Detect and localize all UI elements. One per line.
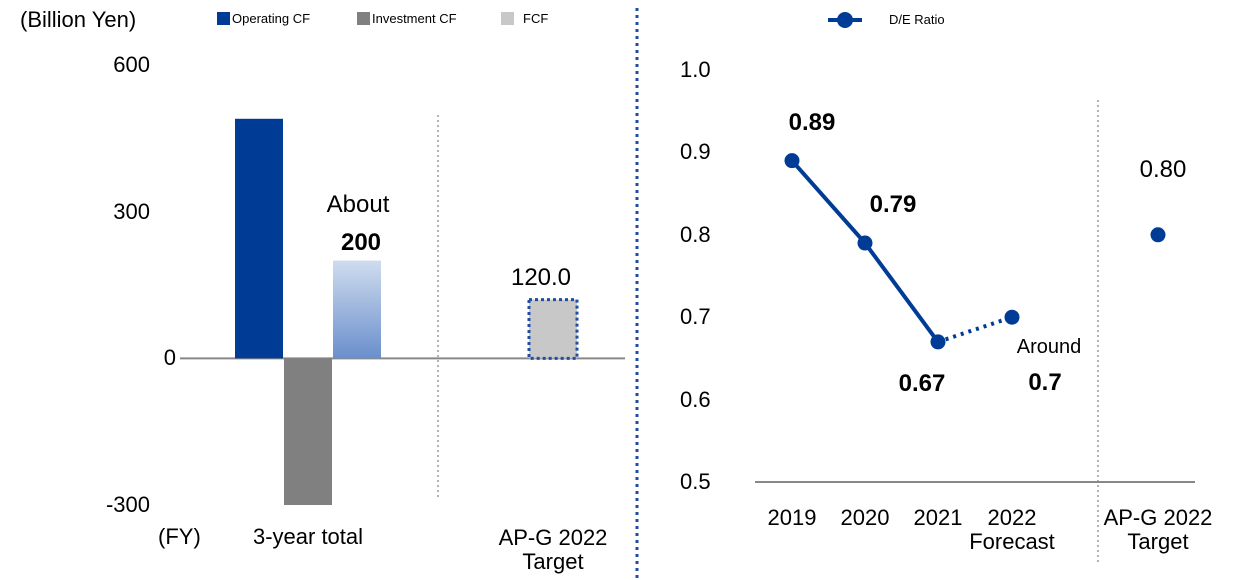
marker xyxy=(1150,227,1166,243)
data-label: 0.89 xyxy=(788,108,836,136)
x-tick-label: 2021 xyxy=(913,504,963,530)
legend-swatch xyxy=(357,12,370,25)
y-tick-label: 300 xyxy=(113,198,150,224)
data-label: 120.0 xyxy=(510,263,572,291)
annotation: About xyxy=(326,190,390,218)
bar xyxy=(527,298,579,360)
x-axis-label: (FY) xyxy=(158,523,201,549)
x-tick-label: AP-G 2022 Target xyxy=(498,524,608,574)
y-tick-label: 0.8 xyxy=(680,221,711,247)
y-tick-label: 1.0 xyxy=(680,56,711,82)
y-tick-label: 0 xyxy=(163,345,176,371)
legend-label: Investment CF xyxy=(372,10,457,26)
x-tick-label: 2020 xyxy=(840,504,890,530)
y-tick-label: -300 xyxy=(105,491,150,517)
annotation: Around xyxy=(1016,336,1082,358)
legend-swatch xyxy=(501,12,514,25)
marker xyxy=(857,235,873,251)
y-tick-label: 0.6 xyxy=(680,386,711,412)
legend-swatch xyxy=(217,12,230,25)
legend-label: Operating CF xyxy=(232,10,311,26)
marker xyxy=(1004,309,1020,325)
legend-marker xyxy=(837,12,853,28)
data-label: 0.80 xyxy=(1139,155,1187,183)
data-label: 0.79 xyxy=(869,190,917,218)
x-tick-label: 2022 Forecast xyxy=(969,504,1055,554)
x-tick-label: AP-G 2022 Target xyxy=(1103,504,1213,554)
y-tick-label: 0.7 xyxy=(680,304,711,330)
data-label: 0.7 xyxy=(1028,368,1062,396)
line xyxy=(790,159,940,344)
y-axis-label: (Billion Yen) xyxy=(20,6,137,32)
y-tick-label: 0.5 xyxy=(680,468,711,494)
marker xyxy=(930,334,946,350)
y-tick-label: 600 xyxy=(113,51,150,77)
legend-label: D/E Ratio xyxy=(889,11,945,27)
marker xyxy=(784,153,800,169)
forecast-line xyxy=(937,315,1013,344)
legend-label: FCF xyxy=(523,10,549,26)
data-label: 0.67 xyxy=(898,369,946,397)
bar xyxy=(235,118,283,359)
x-tick-label: 2019 xyxy=(767,504,817,530)
y-tick-label: 0.9 xyxy=(680,139,711,165)
data-label: 200 xyxy=(340,228,382,256)
x-tick-label: 3-year total xyxy=(252,523,364,549)
bar xyxy=(284,358,332,505)
bar xyxy=(333,260,381,359)
